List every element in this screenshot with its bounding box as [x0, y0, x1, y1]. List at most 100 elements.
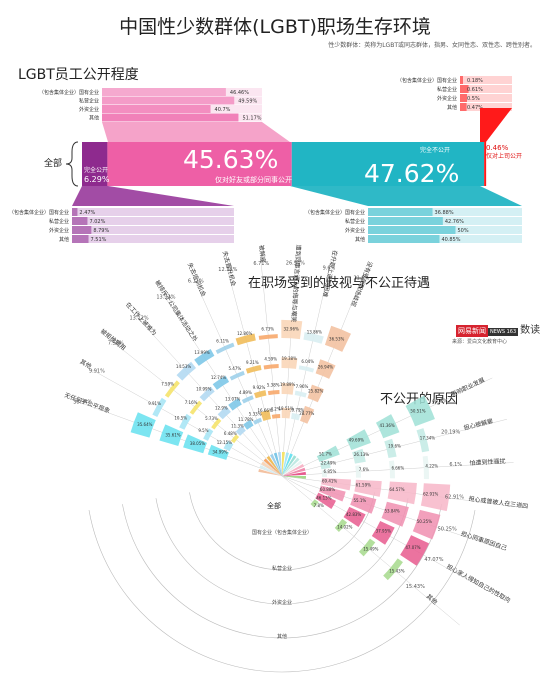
- disc-segment-3-1: [268, 390, 280, 395]
- reason-label-6: 其他: [425, 592, 439, 606]
- reason-segment-4-3: [413, 510, 441, 540]
- disc-total-2: 26.94%: [286, 260, 305, 266]
- disc-value-10-3: 35.64%: [137, 422, 152, 427]
- disc-total-10: 38.94%: [73, 399, 92, 405]
- reason-label-0: 影响职业发展: [450, 376, 486, 398]
- disc-value-2-3: 32.96%: [284, 326, 299, 331]
- reason-value-4-0: 60.88%: [320, 487, 335, 492]
- disc-value-9-0: 12.15%: [217, 440, 232, 445]
- reason-value-0-0: 51.7%: [319, 452, 332, 457]
- disc-value-5-2: 5.47%: [228, 366, 241, 371]
- disc-total-1: 9.6%: [323, 265, 336, 271]
- reason-total-5: 47.07%: [424, 557, 443, 563]
- reason-value-5-3: 47.07%: [405, 545, 420, 550]
- disc-value-10-1: 38.05%: [190, 441, 205, 446]
- disc-total-4: 12.38%: [218, 267, 237, 273]
- reason-value-4-1: 55.1%: [353, 498, 366, 503]
- reason-label-2: 怕遭到性骚扰: [469, 457, 505, 467]
- disc-value-7-1: 12.9%: [215, 406, 228, 411]
- disc-value-1-1: 7.96%: [296, 384, 309, 389]
- disc-value-3-3: 6.73%: [261, 327, 274, 332]
- reason-value-5-2: 37.95%: [376, 529, 391, 534]
- disc-segment-1-2: [299, 365, 314, 372]
- reason-total-6: 15.43%: [406, 584, 425, 590]
- reason-value-5-0: 46.13%: [316, 495, 331, 500]
- reason-total-4: 50.25%: [438, 527, 457, 533]
- disc-segment-5-1: [242, 395, 254, 403]
- reason-label-1: 担心被解雇: [463, 417, 494, 432]
- disc-label-1: 在升职上遇到困难: [321, 249, 339, 298]
- disc-value-0-2: 26.94%: [318, 364, 333, 369]
- reason-total-2: 6.1%: [449, 462, 462, 468]
- disc-total-5: 6.11%: [188, 278, 204, 284]
- radial-center-label: 全部: [267, 501, 281, 510]
- disc-value-7-0: 11.3%: [231, 423, 244, 428]
- reason-value-0-2: 41.36%: [379, 423, 394, 428]
- reason-value-2-0: 6.85%: [324, 469, 337, 474]
- disc-total-8: 7.55%: [108, 340, 124, 346]
- reason-value-1-3: 17.34%: [420, 435, 435, 440]
- reason-value-5-1: 42.83%: [346, 512, 361, 517]
- reason-value-3-2: 64.57%: [389, 487, 404, 492]
- disc-value-2-1: 19.89%: [280, 382, 295, 387]
- disc-value-1-2: 6.04%: [301, 359, 314, 364]
- reason-label-5: 担心家人得知自己的性取向: [445, 562, 512, 604]
- disc-value-6-2: 12.74%: [211, 375, 226, 380]
- disc-value-2-0: 18.51%: [279, 406, 294, 411]
- reason-segment-3-2: [388, 482, 417, 505]
- disc-value-8-1: 5.73%: [205, 416, 218, 421]
- disc-segment-1-1: [295, 391, 307, 398]
- reason-label-3: 担心或曾被人在三道四: [468, 495, 529, 511]
- disc-segment-5-3: [216, 343, 235, 354]
- disc-segment-4-1: [254, 390, 266, 398]
- disc-total-7: 13.12%: [130, 315, 149, 321]
- disc-segment-3-3: [259, 334, 278, 340]
- reason-value-4-2: 53.84%: [384, 508, 399, 513]
- reason-value-3-0: 69.41%: [322, 478, 337, 483]
- reason-total-1: 20.19%: [441, 429, 460, 435]
- disc-value-9-2: 10.5%: [174, 415, 187, 420]
- disc-value-8-2: 7.16%: [185, 400, 198, 405]
- disc-segment-3-0: [272, 414, 280, 419]
- disc-label-2: 遭到同事言语上的侮辱与嘲笑: [290, 244, 303, 322]
- disc-value-4-1: 9.92%: [253, 385, 266, 390]
- reason-value-6-3: 15.43%: [389, 568, 404, 573]
- disc-total-3: 6.71%: [253, 261, 269, 267]
- disc-value-10-0: 34.99%: [212, 449, 227, 454]
- disc-label-6: 被排斥于公司集体活动之外: [153, 279, 199, 344]
- disc-value-4-3: 12.86%: [237, 331, 252, 336]
- ring-label-1: 私营企业: [272, 565, 292, 572]
- disc-value-5-3: 6.11%: [216, 339, 229, 344]
- disc-value-6-0: 11.78%: [238, 417, 253, 422]
- disc-value-6-1: 13.07%: [225, 397, 240, 402]
- reason-value-1-0: 22.49%: [321, 460, 336, 465]
- center-wedge-17: [284, 476, 306, 479]
- reason-value-2-1: 7.6%: [359, 467, 369, 472]
- reason-value-1-1: 26.13%: [354, 452, 369, 457]
- disc-total-9: 9.91%: [89, 369, 105, 375]
- disc-value-9-3: 9.91%: [148, 401, 161, 406]
- reason-value-6-0: 7.8%: [314, 503, 324, 508]
- disc-label-0: 没有受到职场歧视: [349, 260, 374, 308]
- disc-value-10-2: 35.61%: [165, 432, 180, 437]
- reason-value-2-2: 6.66%: [391, 465, 404, 470]
- ring-label-2: 外资企业: [272, 599, 292, 606]
- ring-label-3: 其他: [277, 633, 287, 640]
- reason-value-4-3: 50.25%: [417, 519, 432, 524]
- reason-value-2-3: 4.22%: [425, 463, 438, 468]
- reason-value-3-1: 61.59%: [356, 483, 371, 488]
- disc-value-6-3: 13.99%: [194, 350, 209, 355]
- disc-value-3-2: 4.59%: [264, 357, 277, 362]
- disc-total-0: 21.8%: [353, 275, 369, 281]
- disc-value-5-1: 4.89%: [239, 390, 252, 395]
- reason-value-0-3: 50.51%: [410, 409, 425, 414]
- disc-segment-3-2: [264, 364, 279, 369]
- ring-label-0: 国有企业（包含集体企业）: [252, 529, 312, 536]
- disc-value-7-2: 10.99%: [196, 386, 211, 391]
- disc-value-3-1: 5.38%: [267, 382, 280, 387]
- reason-value-6-2: 15.49%: [363, 547, 378, 552]
- disc-value-4-2: 9.21%: [246, 360, 259, 365]
- disc-total-6: 13.33%: [156, 295, 175, 301]
- disc-segment-5-2: [230, 371, 245, 381]
- disc-value-2-2: 19.38%: [282, 356, 297, 361]
